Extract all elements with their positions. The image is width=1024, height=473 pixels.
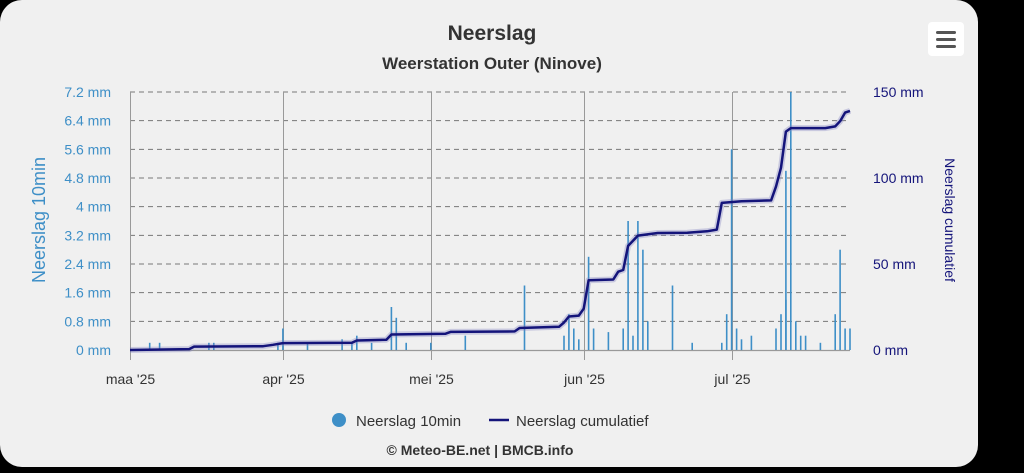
precipitation-bar[interactable] [277,342,279,350]
precipitation-bar[interactable] [750,335,753,350]
chart-subtitle: Weerstation Outer (Ninove) [382,54,602,73]
precipitation-bar[interactable] [790,92,792,350]
precipitation-bar[interactable] [370,342,373,350]
legend-bars-marker [332,413,346,427]
chart-card [0,0,978,467]
precipitation-bar[interactable] [849,328,851,351]
precipitation-bar[interactable] [587,256,590,350]
cumulative-line[interactable] [129,109,851,352]
precipitation-bar[interactable] [740,339,743,351]
precipitation-bar[interactable] [642,249,644,350]
precipitation-bar[interactable] [647,321,649,350]
precipitation-bar[interactable] [839,249,841,350]
y-left-tick-label: 6.4 mm [64,113,111,129]
precipitation-bar[interactable] [356,335,358,350]
precipitation-bar[interactable] [573,328,575,351]
precipitation-bar[interactable] [148,342,151,350]
precipitation-bar[interactable] [627,221,629,350]
precipitation-bar[interactable] [341,339,343,351]
hamburger-icon [936,30,956,34]
y-right-tick-label: 100 mm [873,170,924,186]
y-left-tick-label: 0.8 mm [64,313,111,329]
y-right-axis-label: Neerslag cumulatief [942,158,958,282]
y-right-tick-label: 50 mm [873,256,916,272]
y-left-tick-label: 7.2 mm [64,84,111,100]
y-left-tick-label: 5.6 mm [64,141,111,157]
hamburger-icon [936,37,956,41]
x-tick-label: maa '25 [106,371,156,387]
precipitation-chart: Neerslag Weerstation Outer (Ninove) 0 mm… [29,22,958,458]
precipitation-bar[interactable] [405,342,407,350]
legend-item-bars[interactable]: Neerslag 10min [332,413,461,430]
y-left-tick-label: 0 mm [76,342,111,358]
y-left-tick-label: 1.6 mm [64,285,111,301]
y-right-tick-label: 150 mm [873,84,924,100]
y-right-tick-label: 0 mm [873,342,908,358]
precipitation-bar[interactable] [622,328,624,351]
precipitation-bar[interactable] [430,342,432,350]
precipitation-bar[interactable] [844,328,846,351]
legend-item-line[interactable]: Neerslag cumulatief [489,413,649,430]
y-left-tick-label: 2.4 mm [64,256,111,272]
precipitation-bar[interactable] [637,221,639,350]
precipitation-bar[interactable] [780,314,782,350]
precipitation-bar[interactable] [785,299,787,350]
y-left-tick-label: 4 mm [76,199,111,215]
x-tick-label: mei '25 [409,371,454,387]
precipitation-bar[interactable] [523,285,526,351]
precipitation-bar[interactable] [671,285,674,351]
precipitation-bar[interactable] [834,314,836,350]
precipitation-bar[interactable] [804,335,807,350]
precipitation-bar[interactable] [735,328,738,351]
chart-credit[interactable]: © Meteo-BE.net | BMCB.info [387,442,574,458]
precipitation-bar[interactable] [607,332,610,350]
precipitation-bar[interactable] [306,342,309,350]
hamburger-icon [936,44,956,48]
precipitation-bar[interactable] [725,314,728,350]
precipitation-bar[interactable] [158,342,161,350]
precipitation-bar[interactable] [775,328,777,351]
chart-menu-button[interactable] [928,22,964,56]
precipitation-bar[interactable] [282,328,284,351]
chart-title: Neerslag [448,22,537,45]
precipitation-bar[interactable] [568,314,570,350]
y-left-axis-label: Neerslag 10min [29,157,49,283]
precipitation-bar[interactable] [799,335,802,350]
precipitation-bar[interactable] [721,342,723,350]
precipitation-bar[interactable] [464,335,467,350]
x-tick-label: apr '25 [262,371,305,387]
precipitation-bar[interactable] [592,328,595,351]
y-left-tick-label: 3.2 mm [64,227,111,243]
legend: Neerslag 10min Neerslag cumulatief [332,413,649,430]
precipitation-bar[interactable] [795,321,797,350]
x-tick-label: jul '25 [713,371,750,387]
x-tick-label: jun '25 [563,371,605,387]
precipitation-bar[interactable] [563,335,565,350]
precipitation-bar[interactable] [691,342,693,350]
y-left-tick-label: 4.8 mm [64,170,111,186]
precipitation-bar[interactable] [632,335,634,350]
precipitation-bar[interactable] [785,170,787,350]
precipitation-bar[interactable] [819,342,822,350]
precipitation-bar[interactable] [578,339,580,351]
legend-bars-label: Neerslag 10min [356,413,461,430]
cumulative-line-halo [129,108,851,353]
legend-line-label: Neerslag cumulatief [516,413,649,430]
precipitation-bar[interactable] [730,149,733,350]
precipitation-bar[interactable] [351,342,353,350]
precipitation-bar[interactable] [390,307,393,350]
